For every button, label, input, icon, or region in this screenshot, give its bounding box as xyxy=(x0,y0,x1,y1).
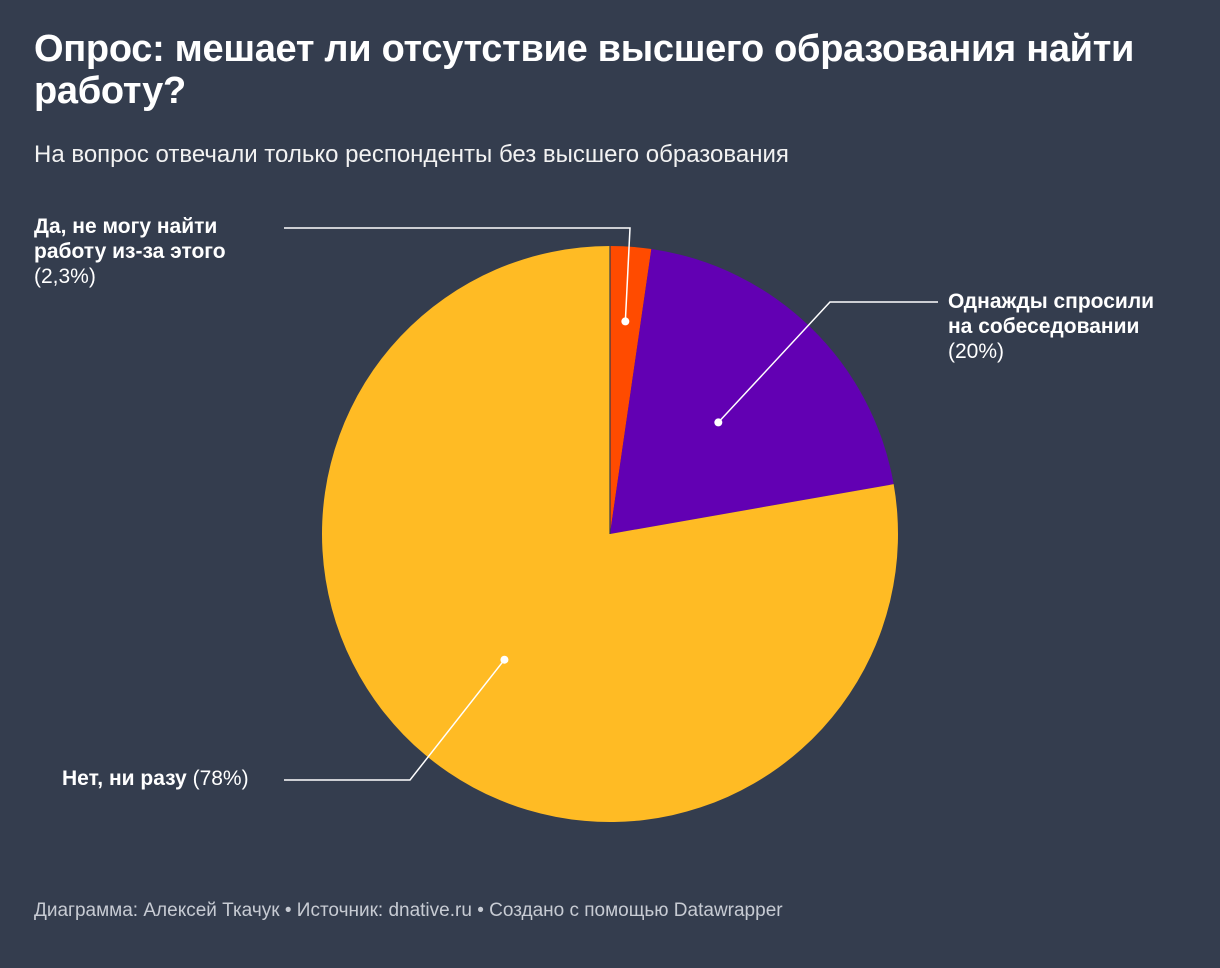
footer-separator: • xyxy=(284,900,292,921)
chart-subtitle: На вопрос отвечали только респонденты бе… xyxy=(34,141,789,168)
chart-title: Опрос: мешает ли отсутствие высшего обра… xyxy=(34,28,1135,112)
leader-asked-once xyxy=(717,301,938,423)
leader-never-dot xyxy=(500,655,509,664)
footer-separator: • xyxy=(477,900,484,921)
label-once-percent: (20%) xyxy=(948,340,1005,363)
leader-lines xyxy=(284,227,938,781)
pie-slice-yes-cannot-find xyxy=(610,246,652,534)
footer-chart-label: Диаграмма: xyxy=(34,900,139,921)
footer-source-label: Источник: xyxy=(296,900,384,921)
label-yes-line1: Да, не могу найти xyxy=(34,215,218,238)
label-yes-percent: (2,3%) xyxy=(34,265,96,288)
leader-asked-once-dot xyxy=(714,418,723,427)
leader-yes-cannot-find xyxy=(284,227,631,322)
label-yes-cannot-find: Да, не могу найти работу из-за этого (2,… xyxy=(34,214,226,289)
label-once-line1: Однажды спросили xyxy=(948,290,1155,313)
label-never-percent: (78%) xyxy=(192,767,249,790)
footer-made-with: Создано с помощью Datawrapper xyxy=(489,900,783,921)
pie-slice-asked-once xyxy=(610,248,894,534)
label-asked-once: Однажды спросили на собеседовании (20%) xyxy=(948,289,1154,364)
label-once-line2: на собеседовании xyxy=(948,315,1140,338)
footer: Диаграмма: Алексей Ткачук • Источник: dn… xyxy=(34,899,783,923)
label-never-name: Нет, ни разу xyxy=(62,767,187,790)
label-yes-line2: работу из-за этого xyxy=(34,240,226,263)
label-never: Нет, ни разу (78%) xyxy=(62,766,249,791)
leader-yes-cannot-find-dot xyxy=(621,317,630,326)
leader-never xyxy=(284,659,506,781)
footer-source-link[interactable]: dnative.ru xyxy=(388,900,472,921)
pie-slices xyxy=(322,246,898,822)
footer-author: Алексей Ткачук xyxy=(143,900,280,921)
